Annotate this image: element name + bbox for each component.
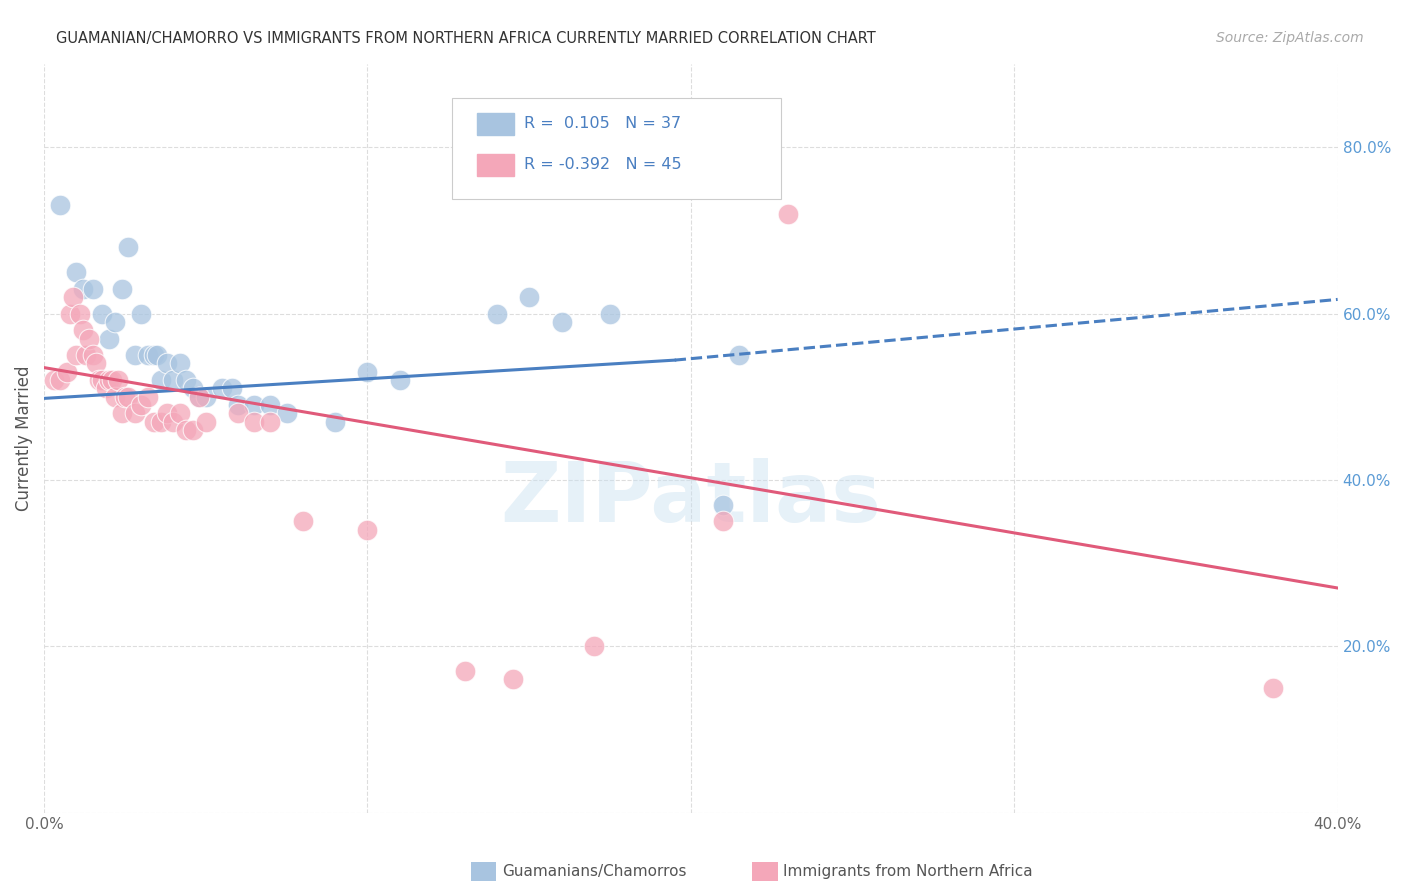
Point bbox=[111, 282, 134, 296]
Point bbox=[124, 406, 146, 420]
Point bbox=[94, 381, 117, 395]
Point bbox=[62, 290, 84, 304]
FancyBboxPatch shape bbox=[451, 98, 782, 199]
Point bbox=[599, 307, 621, 321]
Point bbox=[129, 398, 152, 412]
Point bbox=[582, 639, 605, 653]
Point bbox=[1261, 681, 1284, 695]
Point bbox=[143, 348, 166, 362]
Point bbox=[485, 307, 508, 321]
Point bbox=[107, 373, 129, 387]
Point bbox=[65, 265, 87, 279]
Y-axis label: Currently Married: Currently Married bbox=[15, 366, 32, 511]
Text: GUAMANIAN/CHAMORRO VS IMMIGRANTS FROM NORTHERN AFRICA CURRENTLY MARRIED CORRELAT: GUAMANIAN/CHAMORRO VS IMMIGRANTS FROM NO… bbox=[56, 31, 876, 46]
Point bbox=[114, 390, 136, 404]
Point bbox=[82, 282, 104, 296]
Point bbox=[711, 515, 734, 529]
Bar bbox=[478, 154, 513, 177]
Point bbox=[162, 415, 184, 429]
Point bbox=[87, 373, 110, 387]
Point bbox=[211, 381, 233, 395]
Point bbox=[97, 331, 120, 345]
Point bbox=[97, 373, 120, 387]
Point bbox=[136, 390, 159, 404]
Point bbox=[72, 282, 94, 296]
Point bbox=[502, 673, 524, 687]
Point bbox=[291, 515, 314, 529]
Point bbox=[156, 356, 179, 370]
Point bbox=[69, 307, 91, 321]
Point bbox=[101, 373, 124, 387]
Point bbox=[711, 498, 734, 512]
Bar bbox=[478, 112, 513, 136]
Point bbox=[55, 365, 77, 379]
Point bbox=[194, 390, 217, 404]
Point bbox=[59, 307, 82, 321]
Point bbox=[243, 398, 266, 412]
Point bbox=[221, 381, 243, 395]
Point bbox=[176, 423, 198, 437]
Point bbox=[156, 406, 179, 420]
Point bbox=[188, 390, 211, 404]
Point bbox=[65, 348, 87, 362]
Point bbox=[388, 373, 411, 387]
Point bbox=[776, 207, 799, 221]
Text: ZIPatlas: ZIPatlas bbox=[501, 458, 882, 539]
Point bbox=[84, 356, 107, 370]
Point bbox=[49, 373, 72, 387]
Point bbox=[323, 415, 346, 429]
Point bbox=[176, 373, 198, 387]
Point bbox=[129, 307, 152, 321]
Point bbox=[181, 381, 204, 395]
Text: Source: ZipAtlas.com: Source: ZipAtlas.com bbox=[1216, 31, 1364, 45]
Point bbox=[356, 365, 378, 379]
Point bbox=[143, 415, 166, 429]
Point bbox=[188, 390, 211, 404]
Point bbox=[728, 348, 751, 362]
Point bbox=[226, 406, 249, 420]
Point bbox=[169, 406, 191, 420]
Point bbox=[259, 415, 281, 429]
Text: R = -0.392   N = 45: R = -0.392 N = 45 bbox=[524, 157, 682, 172]
Point bbox=[259, 398, 281, 412]
Point bbox=[243, 415, 266, 429]
Point bbox=[82, 348, 104, 362]
Point bbox=[49, 198, 72, 212]
Point bbox=[111, 406, 134, 420]
Point bbox=[194, 415, 217, 429]
Point bbox=[181, 423, 204, 437]
Point bbox=[75, 348, 97, 362]
Text: Guamanians/Chamorros: Guamanians/Chamorros bbox=[502, 864, 686, 879]
Text: Immigrants from Northern Africa: Immigrants from Northern Africa bbox=[783, 864, 1033, 879]
Point bbox=[169, 356, 191, 370]
Point bbox=[453, 664, 475, 678]
Point bbox=[149, 415, 172, 429]
Point bbox=[91, 307, 114, 321]
Text: R =  0.105   N = 37: R = 0.105 N = 37 bbox=[524, 116, 681, 131]
Point bbox=[104, 390, 127, 404]
Point bbox=[162, 373, 184, 387]
Point bbox=[226, 398, 249, 412]
Point bbox=[136, 348, 159, 362]
Point bbox=[104, 315, 127, 329]
Point bbox=[356, 523, 378, 537]
Point bbox=[276, 406, 298, 420]
Point bbox=[91, 373, 114, 387]
Point bbox=[117, 240, 139, 254]
Point bbox=[517, 290, 540, 304]
Point bbox=[550, 315, 572, 329]
Point bbox=[149, 373, 172, 387]
Point bbox=[42, 373, 65, 387]
Point bbox=[146, 348, 169, 362]
Point bbox=[79, 331, 101, 345]
Point bbox=[117, 390, 139, 404]
Point bbox=[124, 348, 146, 362]
Point bbox=[72, 323, 94, 337]
